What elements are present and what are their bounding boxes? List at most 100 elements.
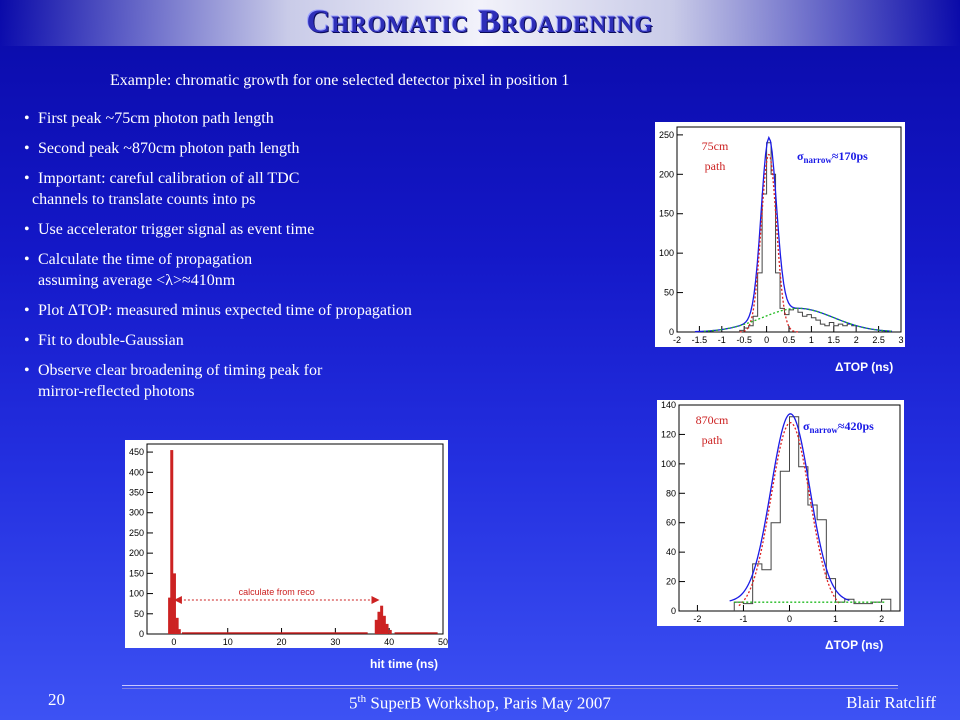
- histogram-bar: [780, 471, 789, 611]
- histogram-bar: [374, 619, 378, 634]
- y-tick-label: 100: [659, 248, 674, 258]
- bullet-dot-icon: •: [24, 110, 30, 127]
- y-tick-label: 100: [661, 459, 676, 469]
- footer-event-sup: th: [357, 693, 367, 705]
- bullet-item: • Plot ΔTOP: measured minus expected time…: [24, 300, 524, 321]
- chart-75cm: 0 50 100 150 200 250 -2 -1.5 -1 -0.5 0 0.5 1 1.5 2 2.5 3…: [655, 122, 905, 347]
- path-label: path: [702, 433, 723, 447]
- chart-870cm-svg: 0 20 40 60 80 100 120 140 -2 -1 0 1 2 870cm path σnarro…: [661, 400, 901, 624]
- footer-divider: [122, 685, 898, 686]
- x-tick-label: 2.5: [872, 335, 885, 345]
- histogram-bar: [793, 308, 797, 332]
- histogram-bar: [753, 316, 757, 332]
- y-tick-label: 40: [666, 547, 676, 557]
- y-tick-label: 0: [669, 327, 674, 337]
- bullet-text-cont: mirror-reflected photons: [38, 383, 195, 400]
- histogram-outline: [733, 416, 892, 611]
- histogram-bar: [816, 320, 820, 332]
- y-tick-label: 150: [659, 209, 674, 219]
- y-tick-label: 400: [129, 467, 144, 477]
- bullet-dot-icon: •: [24, 140, 30, 157]
- path-label: path: [705, 159, 726, 173]
- x-tick-label: -0.5: [736, 335, 752, 345]
- histogram-bar: [834, 326, 838, 332]
- histogram-bar: [820, 324, 824, 332]
- y-tick-label: 80: [666, 488, 676, 498]
- x-tick-label: 2: [854, 335, 859, 345]
- fit-narrow-curve: [739, 153, 799, 333]
- histogram-bar: [743, 604, 752, 611]
- y-tick-label: 200: [129, 548, 144, 558]
- sigma-value: ≈170ps: [832, 149, 868, 163]
- x-tick-label: 0: [787, 614, 792, 624]
- histogram-bar: [177, 629, 181, 634]
- x-tick-label: -1: [718, 335, 726, 345]
- histogram-bar: [377, 611, 381, 634]
- y-tick-label: 140: [661, 400, 676, 410]
- bullet-dot-icon: •: [24, 332, 30, 349]
- histogram-bar: [836, 602, 845, 611]
- histogram-bar: [825, 326, 829, 332]
- x-tick-label: 50: [438, 637, 448, 647]
- fit-wide-curve: [703, 307, 893, 332]
- x-tick-label: 1.5: [828, 335, 841, 345]
- bullet-dot-icon: •: [24, 362, 30, 379]
- x-tick-label: 30: [330, 637, 340, 647]
- chart-hit-time-xlabel: hit time (ns): [370, 657, 438, 671]
- plot-frame: [146, 443, 444, 635]
- histogram-bar: [798, 312, 802, 332]
- histogram-bar: [749, 326, 753, 332]
- bullet-item: • Fit to double-Gaussian: [24, 330, 524, 351]
- sigma-value: ≈420ps: [838, 419, 874, 433]
- chart-hit-time: 0 50 100 150 200 250 300 350 400 450 0 10 20 30 40 50 ca…: [125, 440, 448, 648]
- bullet-dot-icon: •: [24, 170, 30, 187]
- bullet-text: Fit to double-Gaussian: [38, 332, 184, 349]
- histogram-bar: [767, 143, 771, 332]
- histogram-bar: [843, 326, 847, 332]
- footer-event-text: SuperB Workshop, Paris May 2007: [366, 693, 611, 713]
- histogram-bar: [811, 318, 815, 332]
- histogram-bar: [771, 523, 780, 611]
- chart-75cm-xlabel: ΔTOP (ns): [835, 360, 894, 374]
- chart-870cm-xlabel: ΔTOP (ns): [825, 638, 884, 652]
- chart-870cm: 0 20 40 60 80 100 120 140 -2 -1 0 1 2 870cm path σnarro…: [657, 400, 904, 626]
- y-tick-label: 50: [664, 288, 674, 298]
- x-tick-label: 0.5: [783, 335, 796, 345]
- bullet-text: Calculate the time of propagation: [38, 251, 253, 268]
- footer-divider-2: [122, 688, 898, 689]
- bullet-item: • Important: careful calibration of all T…: [24, 168, 524, 210]
- bullet-text: Use accelerator trigger signal as event …: [38, 221, 315, 238]
- histogram-bar: [385, 623, 389, 634]
- histogram-bar: [762, 194, 766, 332]
- histogram-bar: [854, 604, 863, 611]
- histogram-bar: [172, 573, 176, 634]
- histogram-bar: [802, 316, 806, 332]
- y-tick-label: 200: [659, 169, 674, 179]
- y-tick-label: 0: [671, 606, 676, 616]
- sigma-symbol: σ: [797, 149, 804, 163]
- y-tick-label: 120: [661, 429, 676, 439]
- y-tick-label: 450: [129, 447, 144, 457]
- footer-event: 5th SuperB Workshop, Paris May 2007: [0, 693, 960, 714]
- title-bar: [0, 0, 960, 46]
- histogram-bar: [872, 602, 881, 611]
- bullet-text: Important: careful calibration of all TD…: [38, 170, 300, 187]
- sigma-label: σnarrow≈170ps: [797, 149, 868, 165]
- path-label: 870cm: [696, 413, 729, 427]
- fit-total-curve: [729, 413, 850, 602]
- histogram-bar: [175, 617, 179, 634]
- bullet-item: • Observe clear broadening of timing peak…: [24, 360, 524, 402]
- bullet-item: • Second peak ~870cm photon path length: [24, 138, 524, 159]
- histogram-bar: [758, 273, 762, 332]
- x-tick-label: 0: [764, 335, 769, 345]
- bullet-text: Plot ΔTOP: measured minus expected time …: [38, 302, 412, 319]
- y-tick-label: 250: [129, 528, 144, 538]
- chart-hit-time-svg: 0 50 100 150 200 250 300 350 400 450 0 10 20 30 40 50 ca…: [129, 443, 448, 647]
- sigma-symbol: σ: [803, 419, 810, 433]
- histogram-bar: [847, 324, 851, 332]
- y-tick-label: 250: [659, 130, 674, 140]
- x-tick-label: 0: [171, 637, 176, 647]
- histogram-bar: [170, 450, 174, 634]
- bullet-text-cont: channels to translate counts into ps: [32, 191, 256, 208]
- y-tick-label: 100: [129, 589, 144, 599]
